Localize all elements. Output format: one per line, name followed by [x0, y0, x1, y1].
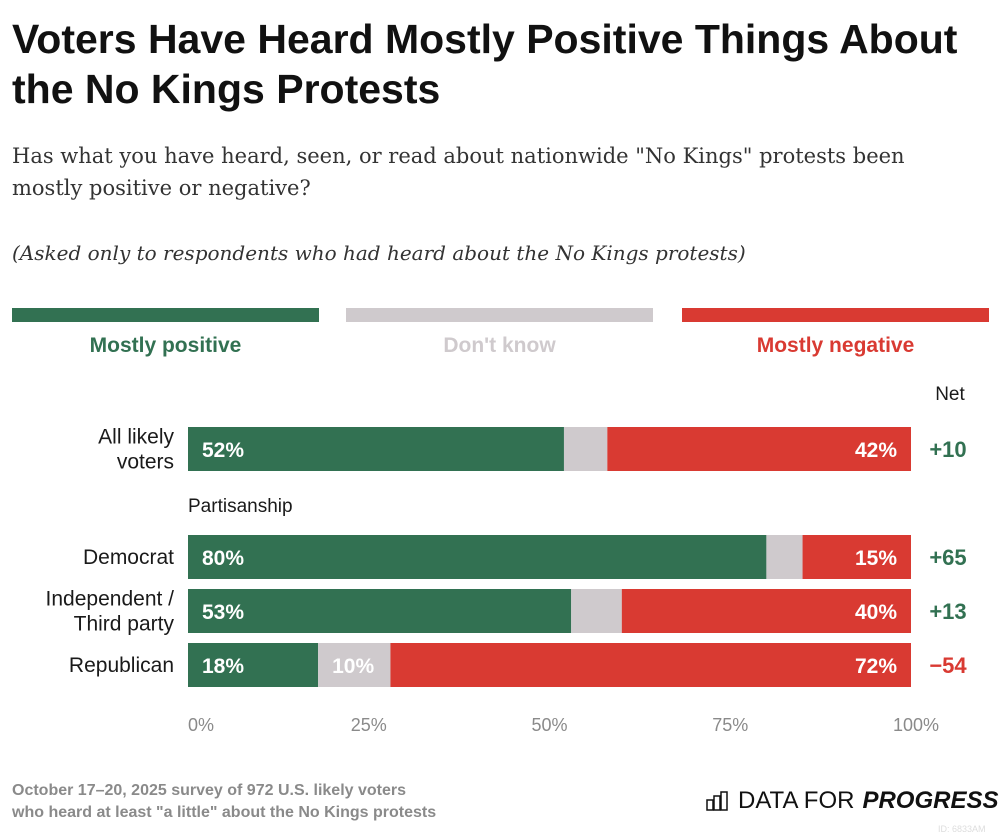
logo: DATA FOR PROGRESS — [706, 787, 998, 815]
legend-positive: Mostly positive — [12, 308, 319, 358]
bar-chart-icon — [706, 791, 728, 811]
bar-positive-label: 52% — [202, 439, 244, 462]
footer-line-1: October 17–20, 2025 survey of 972 U.S. l… — [12, 782, 406, 799]
legend-swatch-dont-know — [346, 308, 653, 322]
category-label: Democrat — [83, 546, 174, 569]
net-value: +65 — [929, 545, 966, 570]
legend-label-positive: Mostly positive — [89, 334, 242, 357]
logo-text-bold: PROGRESS — [862, 787, 999, 814]
category-label: Independent / — [46, 588, 175, 611]
category-label: voters — [117, 451, 174, 474]
category-label: Third party — [74, 613, 175, 636]
bar-positive-label: 53% — [202, 601, 244, 624]
bar-negative — [621, 589, 911, 633]
chart-title: Voters Have Heard Mostly Positive Things… — [12, 16, 958, 112]
x-tick-label: 100% — [893, 715, 939, 735]
legend-dont-know: Don't know — [346, 308, 653, 358]
bar-positive — [188, 427, 564, 471]
net-value: +13 — [929, 599, 966, 624]
legend-label-negative: Mostly negative — [756, 334, 915, 357]
legend-swatch-negative — [682, 308, 989, 322]
bar-negative-label: 42% — [855, 439, 897, 462]
logo-text-light: DATA FOR — [738, 787, 855, 814]
bar-negative-label: 72% — [855, 655, 897, 678]
bar-negative — [802, 535, 911, 579]
bar-dont-know-label: 10% — [332, 655, 374, 678]
bar-positive — [188, 643, 319, 687]
category-label: All likely — [98, 426, 174, 449]
bar-positive — [188, 589, 572, 633]
legend-negative: Mostly negative — [682, 308, 989, 358]
bar-dont-know — [766, 535, 803, 579]
legend-label-dont-know: Don't know — [443, 334, 556, 357]
x-tick-label: 75% — [712, 715, 748, 735]
chart-note: (Asked only to respondents who had heard… — [12, 241, 746, 265]
bar-negative — [607, 427, 911, 471]
net-value: −54 — [929, 653, 967, 678]
x-tick-label: 0% — [188, 715, 214, 735]
x-tick-label: 25% — [351, 715, 387, 735]
group-label-partisanship: Partisanship — [188, 496, 293, 517]
bar-dont-know — [318, 643, 391, 687]
footer-line-2: who heard at least "a little" about the … — [12, 804, 437, 821]
chart-subtitle: Has what you have heard, seen, or read a… — [12, 144, 905, 200]
category-label: Republican — [69, 654, 174, 677]
bar-negative-label: 15% — [855, 547, 897, 570]
net-header: Net — [935, 384, 965, 405]
bar-negative-label: 40% — [855, 601, 897, 624]
bar-negative — [390, 643, 911, 687]
image-id: ID: 6833AM — [938, 824, 986, 834]
bar-dont-know — [563, 427, 608, 471]
bar-positive-label: 18% — [202, 655, 244, 678]
x-tick-label: 50% — [531, 715, 567, 735]
bar-positive-label: 80% — [202, 547, 244, 570]
bar-dont-know — [571, 589, 622, 633]
legend-swatch-positive — [12, 308, 319, 322]
bar-positive — [188, 535, 767, 579]
net-value: +10 — [929, 437, 966, 462]
footer-source: October 17–20, 2025 survey of 972 U.S. l… — [12, 780, 436, 824]
